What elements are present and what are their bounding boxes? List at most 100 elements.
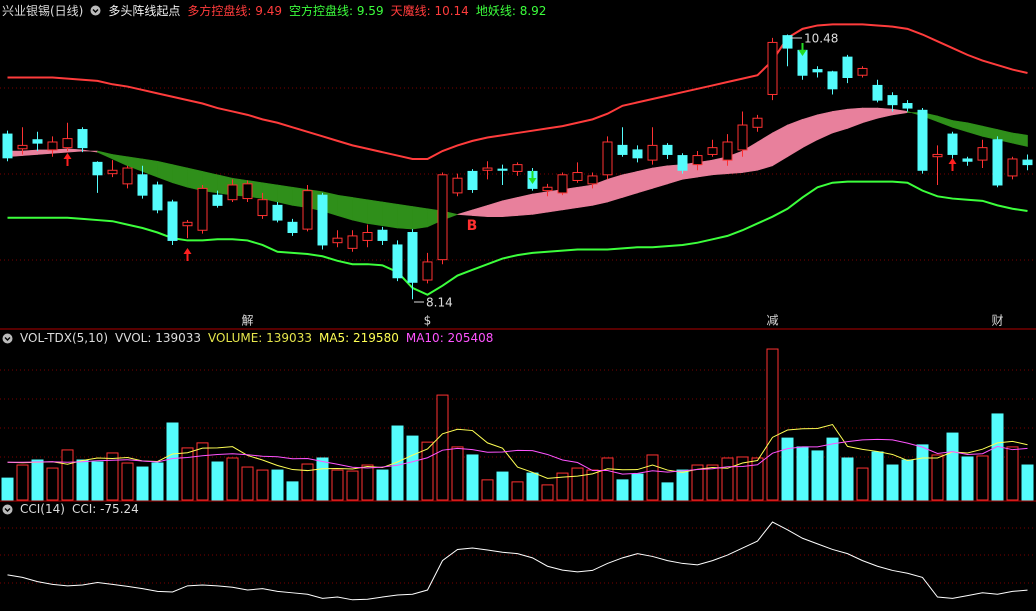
control-band [502, 197, 518, 217]
candle-body [392, 244, 403, 279]
candle-body [677, 155, 688, 171]
volume-bar [931, 454, 944, 501]
legend-item: MA5219580 [319, 331, 399, 345]
legend-item: VOLUME139033 [208, 331, 312, 345]
candle-body [512, 164, 523, 172]
volume-bar [706, 464, 719, 501]
event-label: $ [424, 314, 432, 328]
indicator-name: 多头阵线起点 [108, 3, 181, 18]
high-annotation: 10.48 [804, 32, 838, 46]
volume-panel [1, 348, 1034, 501]
volume-bar [496, 471, 509, 501]
candle-body [917, 109, 928, 171]
chart-title: 兴业银锡(日线) [2, 3, 84, 18]
volume-bar [196, 442, 209, 501]
legend-value: 8.92 [519, 3, 547, 18]
control-band [382, 201, 398, 229]
control-band [847, 107, 863, 129]
candle-body [557, 174, 568, 194]
volume-bar [211, 461, 224, 501]
candle-body [872, 84, 883, 101]
volume-bar [166, 422, 179, 501]
legend-label: 地妖线 [476, 4, 520, 18]
candle-body [17, 144, 28, 150]
volume-bar [181, 447, 194, 501]
control-band [952, 120, 968, 133]
candle-body [1007, 158, 1018, 177]
event-label: 解 [241, 314, 253, 328]
collapse-icon[interactable] [2, 333, 13, 344]
low-annotation: 8.14 [426, 296, 453, 310]
legend-label: 天魔线 [391, 4, 435, 18]
control-band [892, 108, 908, 116]
candle-body [167, 201, 178, 241]
sell-arrow [528, 171, 537, 184]
candle-body [632, 149, 643, 159]
candle-body [347, 235, 358, 249]
candle-body [482, 167, 493, 171]
control-band [22, 149, 38, 156]
cci-line [7, 521, 1028, 601]
legend-value: 139033 [155, 331, 202, 345]
candle-body [962, 158, 973, 162]
legend-item: 天魔线10.14 [391, 2, 469, 19]
legend-item: 多方控盘线9.49 [187, 2, 282, 19]
control-band [817, 111, 833, 141]
event-label: 减 [766, 314, 778, 328]
legend-value: 219580 [353, 331, 399, 345]
control-band [1012, 132, 1028, 147]
candle-body [827, 71, 838, 90]
candle-body [1022, 159, 1033, 166]
volume-bar [601, 457, 614, 501]
volume-bar [136, 466, 149, 501]
volume-bar [961, 456, 974, 501]
legend-value: 205408 [447, 331, 494, 345]
volume-bar [361, 464, 374, 501]
control-band [157, 160, 173, 184]
volume-bar [556, 472, 569, 501]
volume-bar [646, 454, 659, 501]
volume-bar [691, 464, 704, 501]
control-band [337, 194, 353, 221]
volume-bar [451, 446, 464, 501]
candle-body [302, 190, 313, 230]
buy-arrow [948, 158, 957, 171]
cci-panel [7, 521, 1028, 601]
volume-bar [226, 457, 239, 501]
cci-header: CCI(14) CCI-75.24 [2, 501, 139, 517]
volume-bar [721, 457, 734, 501]
legend-item: CCI-75.24 [72, 502, 139, 516]
volume-bar [781, 437, 794, 501]
volume-bar [466, 454, 479, 501]
candle-body [737, 124, 748, 151]
main-panel: 解 $ 减 财 [2, 23, 1033, 328]
legend-label: 空方控盘线 [289, 4, 357, 18]
control-band [787, 118, 803, 158]
candle-body [902, 103, 913, 109]
candle-body [152, 184, 163, 211]
ma-line [7, 438, 1028, 475]
volume-bar [751, 457, 764, 501]
volume-bar [61, 449, 74, 501]
control-band [622, 171, 638, 198]
candle-body [722, 141, 733, 161]
control-band [172, 164, 188, 188]
control-band [532, 191, 548, 215]
collapse-icon[interactable] [2, 504, 13, 515]
control-band [772, 124, 788, 167]
volume-bar [346, 470, 359, 501]
volume-bar [841, 457, 854, 501]
control-band [487, 200, 503, 217]
candle-body [767, 41, 778, 95]
control-band [877, 107, 893, 119]
collapse-icon[interactable] [90, 5, 101, 16]
candle-body [947, 133, 958, 155]
candle-body [182, 221, 193, 227]
candle-body [317, 194, 328, 246]
volume-bar [991, 413, 1004, 501]
control-band [97, 150, 113, 160]
volume-bar [151, 462, 164, 501]
legend-label: 多方控盘线 [187, 4, 255, 18]
volume-bar [541, 484, 554, 501]
